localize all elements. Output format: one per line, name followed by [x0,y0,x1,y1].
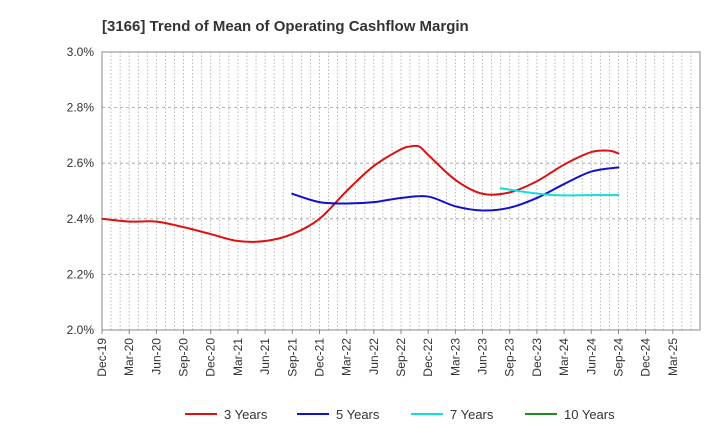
series-line-7-years [499,187,620,197]
y-tick-label: 2.4% [67,212,95,226]
x-tick-label: Sep-21 [285,338,299,377]
y-tick-label: 2.6% [67,156,95,170]
y-tick-label: 2.0% [67,323,95,337]
legend-label-7-years: 7 Years [450,407,494,422]
x-tick-label: Mar-20 [122,338,136,376]
x-tick-label: Dec-19 [95,338,109,377]
y-tick-label: 2.2% [67,267,95,281]
x-tick-label: Dec-20 [204,338,218,377]
x-tick-label: Mar-22 [340,338,354,376]
x-axis: Dec-19 Mar-20 Jun-20 Sep-20 Dec-20 Mar-21 Jun-… [95,330,680,377]
x-tick-label: Jun-22 [367,338,381,375]
x-tick-label: Jun-23 [476,338,490,375]
x-tick-label: Jun-24 [584,338,598,375]
y-tick-label: 3.0% [67,45,95,59]
x-tick-label: Mar-21 [231,338,245,376]
x-tick-label: Sep-22 [394,338,408,377]
x-tick-label: Mar-24 [557,338,571,376]
y-axis: 2.0% 2.2% 2.4% 2.6% 2.8% 3.0% [67,45,95,337]
plot-frame [101,51,701,331]
x-tick-label: Jun-20 [149,338,163,375]
x-tick-label: Jun-21 [258,338,272,375]
legend: 3 Years 5 Years 7 Years 10 Years [185,407,615,422]
x-tick-label: Sep-20 [177,338,191,377]
legend-label-5-years: 5 Years [336,407,380,422]
x-tick-label: Dec-22 [421,338,435,377]
x-tick-label: Dec-23 [530,338,544,377]
gridlines [102,52,700,330]
x-tick-label: Dec-24 [639,338,653,377]
x-tick-label: Sep-23 [503,338,517,377]
legend-label-10-years: 10 Years [564,407,615,422]
y-tick-label: 2.8% [67,101,95,115]
series-line-3-years [101,144,620,243]
x-tick-label: Dec-21 [312,338,326,377]
series-line-5-years [291,166,620,212]
x-tick-label: Sep-24 [611,338,625,377]
x-tick-label: Mar-23 [448,338,462,376]
legend-label-3-years: 3 Years [224,407,268,422]
chart-title: [3166] Trend of Mean of Operating Cashfl… [102,18,469,35]
series-lines [101,144,620,243]
x-tick-label: Mar-25 [666,338,680,376]
